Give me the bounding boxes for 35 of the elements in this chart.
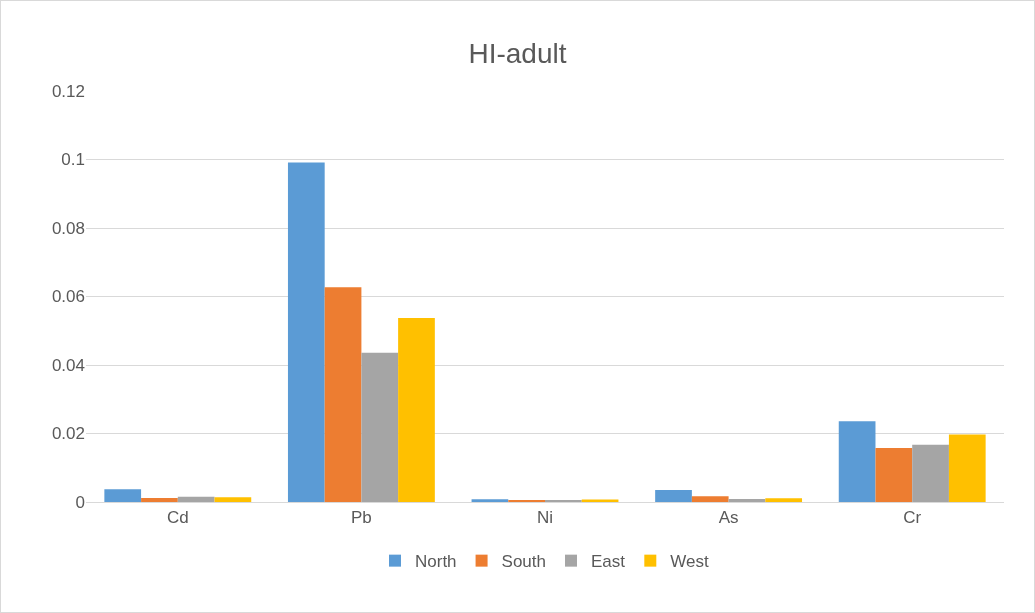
bar bbox=[471, 499, 509, 502]
bar bbox=[141, 497, 178, 502]
bar bbox=[361, 352, 399, 502]
y-tick-label: 0.1 bbox=[61, 150, 85, 170]
bar bbox=[545, 499, 582, 502]
bar bbox=[912, 444, 949, 502]
y-tick-label: 0.08 bbox=[51, 218, 85, 238]
x-tick-label: As bbox=[718, 508, 739, 528]
x-tick-label: Pb bbox=[351, 508, 372, 528]
bar bbox=[875, 447, 913, 502]
bar bbox=[214, 497, 252, 502]
bar bbox=[324, 287, 362, 502]
bar bbox=[838, 421, 876, 502]
bar bbox=[177, 496, 215, 502]
y-tick-label: 0 bbox=[75, 492, 85, 512]
bar bbox=[728, 498, 766, 502]
bar bbox=[104, 489, 142, 502]
y-tick-label: 0.04 bbox=[51, 355, 85, 375]
x-tick-label: Ni bbox=[536, 508, 554, 528]
legend-label: North bbox=[415, 552, 457, 572]
chart-title: HI-adult bbox=[468, 38, 567, 70]
bar bbox=[287, 162, 325, 502]
bar bbox=[948, 434, 986, 502]
bar bbox=[655, 490, 692, 502]
y-tick-label: 0.02 bbox=[51, 424, 85, 444]
x-tick-label: Cd bbox=[166, 508, 189, 528]
legend-label: South bbox=[501, 552, 547, 572]
x-tick-label: Cr bbox=[903, 508, 922, 528]
bar bbox=[691, 496, 729, 502]
y-tick-label: 0.06 bbox=[51, 287, 85, 307]
legend-label: West bbox=[670, 552, 709, 572]
bar bbox=[765, 498, 803, 502]
y-tick-label: 0.12 bbox=[51, 81, 85, 101]
legend-label: East bbox=[591, 552, 626, 572]
bar bbox=[398, 318, 435, 502]
